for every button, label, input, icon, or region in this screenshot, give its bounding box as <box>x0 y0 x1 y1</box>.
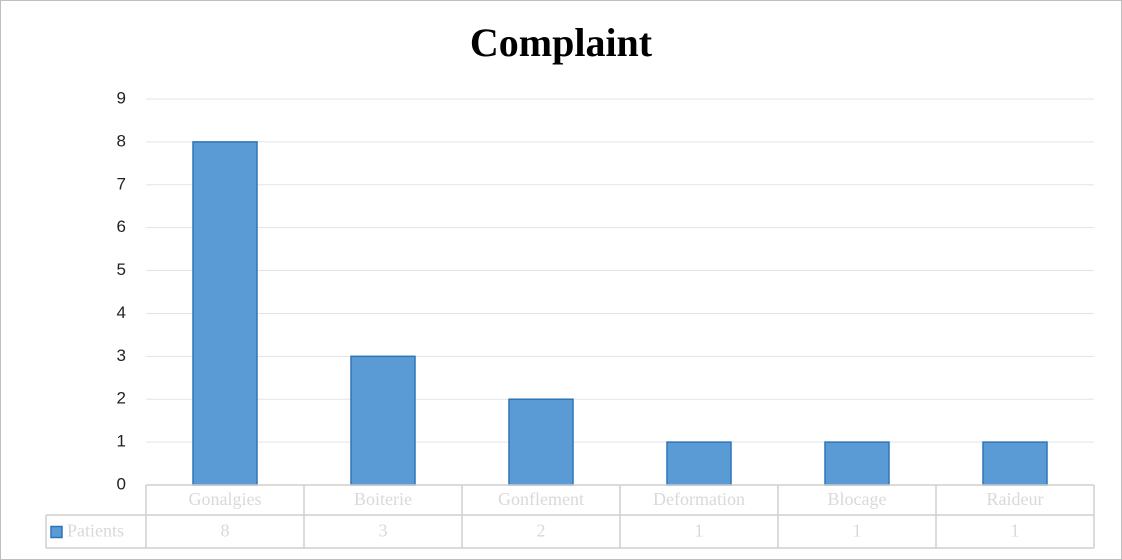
x-tick-label: Gonflement <box>498 489 584 509</box>
y-tick-label: 0 <box>117 474 126 493</box>
table-value: 3 <box>379 521 388 541</box>
y-tick-label: 6 <box>117 217 126 236</box>
y-tick-label: 4 <box>117 303 126 322</box>
bar <box>982 441 1048 486</box>
table-value: 1 <box>695 521 704 541</box>
legend-label: Patients <box>67 521 124 541</box>
bar <box>508 398 574 486</box>
x-tick-label: Blocage <box>828 489 887 509</box>
table-value: 1 <box>853 521 862 541</box>
legend-swatch <box>50 525 63 539</box>
y-tick-label: 9 <box>117 88 126 107</box>
y-tick-label: 5 <box>117 260 126 279</box>
x-tick-label: Deformation <box>653 489 745 509</box>
table-value: 8 <box>221 521 230 541</box>
bar <box>192 141 258 486</box>
bar <box>350 355 416 486</box>
y-tick-label: 7 <box>117 174 126 193</box>
table-value: 2 <box>537 521 546 541</box>
bar <box>666 441 732 486</box>
x-tick-label: Boiterie <box>354 489 412 509</box>
chart-title: Complaint <box>470 20 653 65</box>
y-tick-label: 1 <box>117 432 126 451</box>
table-value: 1 <box>1011 521 1020 541</box>
y-tick-label: 2 <box>117 389 126 408</box>
y-tick-label: 3 <box>117 346 126 365</box>
x-tick-label: Raideur <box>987 489 1044 509</box>
x-tick-label: Gonalgies <box>189 489 262 509</box>
y-tick-label: 8 <box>117 131 126 150</box>
bar <box>824 441 890 486</box>
